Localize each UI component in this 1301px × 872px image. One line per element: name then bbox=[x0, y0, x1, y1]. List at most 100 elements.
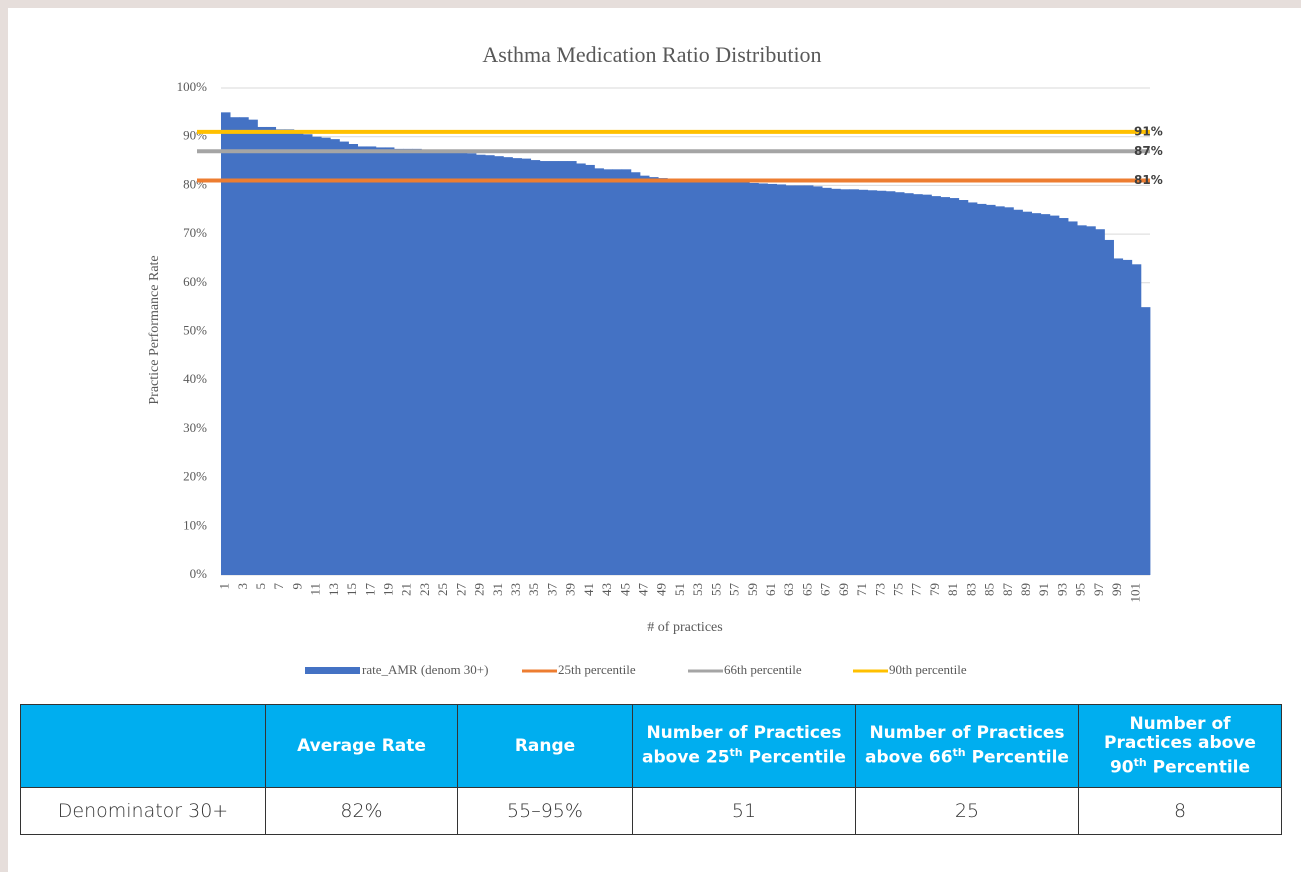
x-tick-label: 43 bbox=[599, 583, 614, 596]
x-tick-label: 99 bbox=[1109, 583, 1124, 596]
bar bbox=[230, 117, 240, 575]
legend-label: 66th percentile bbox=[724, 662, 802, 677]
x-tick-label: 47 bbox=[635, 583, 650, 597]
x-tick-label: 91 bbox=[1036, 583, 1051, 596]
bar bbox=[594, 168, 604, 576]
bar bbox=[312, 136, 322, 575]
table-cell: 55–95% bbox=[457, 787, 633, 835]
y-tick-label: 60% bbox=[183, 274, 207, 289]
bar bbox=[986, 204, 996, 575]
x-tick-label: 77 bbox=[909, 583, 924, 597]
percentile-label: 81% bbox=[1134, 173, 1163, 187]
bar bbox=[1049, 215, 1060, 575]
bar bbox=[284, 129, 295, 575]
x-tick-label: 31 bbox=[490, 583, 505, 596]
bar bbox=[1068, 221, 1078, 576]
x-tick-label: 5 bbox=[253, 583, 268, 590]
bar bbox=[858, 189, 869, 575]
x-tick-label: 69 bbox=[836, 583, 851, 596]
bar bbox=[485, 155, 495, 575]
bar bbox=[1104, 239, 1114, 575]
bar bbox=[239, 117, 249, 575]
x-tick-label: 25 bbox=[435, 583, 450, 596]
bar bbox=[375, 147, 386, 575]
x-tick-label: 51 bbox=[672, 583, 687, 596]
x-tick-label: 23 bbox=[417, 583, 432, 596]
x-tick-label: 37 bbox=[544, 583, 559, 597]
bar bbox=[703, 180, 714, 575]
header-text: Average Rate bbox=[297, 735, 426, 756]
bar bbox=[658, 178, 668, 575]
bar bbox=[794, 185, 805, 575]
header-text: Number of Practices above 90 bbox=[1104, 713, 1256, 778]
header-cell: Number of Practices above 25th Percentil… bbox=[632, 704, 856, 788]
bar bbox=[421, 149, 431, 575]
bar bbox=[958, 200, 969, 575]
bar bbox=[894, 192, 905, 575]
bar bbox=[466, 153, 477, 575]
x-tick-label: 7 bbox=[271, 583, 286, 590]
bar bbox=[293, 131, 304, 575]
bar bbox=[476, 154, 486, 575]
bar bbox=[1077, 225, 1087, 576]
table-body: Denominator 30+ 82% 55–95% 51 25 8 bbox=[20, 787, 1282, 835]
bar bbox=[557, 161, 568, 576]
header-tail: Percentile bbox=[1152, 757, 1251, 778]
bar bbox=[275, 129, 286, 575]
bar bbox=[1013, 209, 1023, 575]
header-sup: th bbox=[1133, 755, 1147, 769]
header-text: Number of Practices above 25 bbox=[642, 723, 842, 768]
bar bbox=[740, 182, 750, 575]
bar bbox=[221, 112, 231, 575]
bar bbox=[621, 169, 632, 576]
bar bbox=[867, 190, 878, 575]
bar bbox=[1140, 307, 1151, 575]
x-tick-label: 67 bbox=[818, 583, 833, 597]
y-tick-label: 30% bbox=[183, 420, 207, 435]
x-tick-label: 75 bbox=[891, 583, 906, 596]
bar bbox=[567, 161, 577, 576]
x-tick-label: 15 bbox=[344, 583, 359, 596]
legend-label: 90th percentile bbox=[889, 662, 967, 677]
table-row: Denominator 30+ 82% 55–95% 51 25 8 bbox=[20, 787, 1282, 835]
header-sup: th bbox=[952, 746, 966, 760]
bar bbox=[913, 194, 923, 575]
header-cell: Average Rate bbox=[265, 704, 458, 788]
x-axis-label: # of practices bbox=[647, 620, 722, 635]
bar bbox=[931, 196, 941, 575]
bar bbox=[1031, 213, 1042, 575]
x-tick-label: 71 bbox=[854, 583, 869, 596]
bar bbox=[248, 119, 258, 575]
bar bbox=[767, 183, 777, 575]
x-tick-label: 17 bbox=[362, 583, 377, 597]
bar bbox=[576, 163, 586, 576]
bar bbox=[876, 190, 887, 575]
bar bbox=[1122, 259, 1133, 575]
header-text: Number of Practices above 66 bbox=[865, 723, 1065, 768]
bar bbox=[403, 148, 413, 575]
y-tick-label: 70% bbox=[183, 225, 207, 240]
bar bbox=[1058, 218, 1069, 576]
x-tick-label: 57 bbox=[727, 583, 742, 597]
bar bbox=[394, 148, 404, 575]
x-tick-label: 3 bbox=[235, 583, 250, 590]
bar bbox=[721, 181, 732, 575]
bar bbox=[1113, 258, 1124, 575]
bar bbox=[940, 197, 951, 575]
bar bbox=[585, 164, 595, 576]
x-tick-label: 19 bbox=[380, 583, 395, 596]
header-text: Range bbox=[514, 735, 576, 756]
bar bbox=[1022, 211, 1032, 575]
bar bbox=[813, 186, 823, 575]
bar bbox=[1095, 229, 1105, 576]
bar bbox=[822, 187, 832, 575]
header-cell bbox=[20, 704, 266, 788]
bar bbox=[885, 191, 896, 575]
x-tick-label: 21 bbox=[399, 583, 414, 596]
bar bbox=[976, 203, 987, 575]
bar bbox=[348, 144, 359, 575]
percentile-label: 91% bbox=[1134, 124, 1163, 138]
bar bbox=[649, 177, 659, 575]
x-tick-label: 53 bbox=[690, 583, 705, 596]
